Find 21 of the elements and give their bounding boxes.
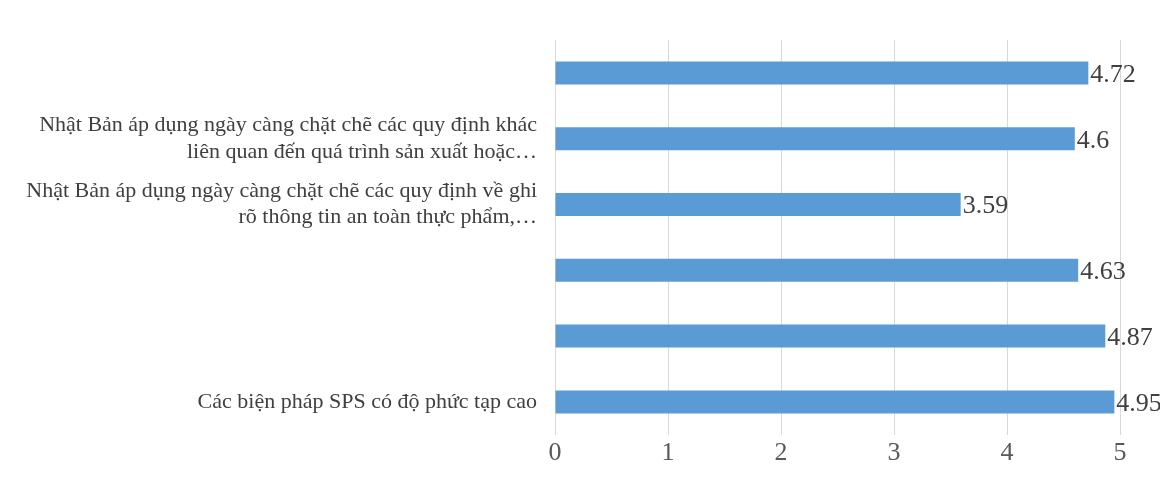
- bar: [555, 192, 961, 217]
- bar: [555, 390, 1115, 414]
- bar: [555, 324, 1106, 348]
- x-tick-label: 5: [1113, 437, 1127, 467]
- data-label: 4.72: [1090, 58, 1136, 88]
- x-tick-label: 0: [548, 437, 562, 467]
- data-label: 4.95: [1116, 387, 1160, 417]
- data-label: 4.6: [1076, 124, 1110, 154]
- x-tick-label: 1: [661, 437, 675, 467]
- data-label: 3.59: [962, 190, 1009, 220]
- y-tick-label: Các biện pháp SPS có độ phức tạp cao: [197, 387, 537, 413]
- y-tick-label: Nhật Bản áp dụng ngày càng chặt chẽ các quy định khác liên quan đến quá trình sản xuất hoặc…: [39, 111, 538, 163]
- data-label: 4.63: [1080, 256, 1126, 286]
- data-label: 4.87: [1107, 321, 1153, 351]
- y-tick-label: Nhật Bản áp dụng ngày càng chặt chẽ các quy định về ghi rõ thông tin an toàn thực phẩm,…: [26, 177, 537, 229]
- x-tick-label: 4: [1000, 437, 1014, 467]
- bar: [555, 127, 1075, 151]
- bar: [555, 61, 1089, 85]
- x-tick-label: 2: [774, 437, 788, 467]
- bar: [555, 258, 1079, 282]
- x-tick-label: 3: [887, 437, 901, 467]
